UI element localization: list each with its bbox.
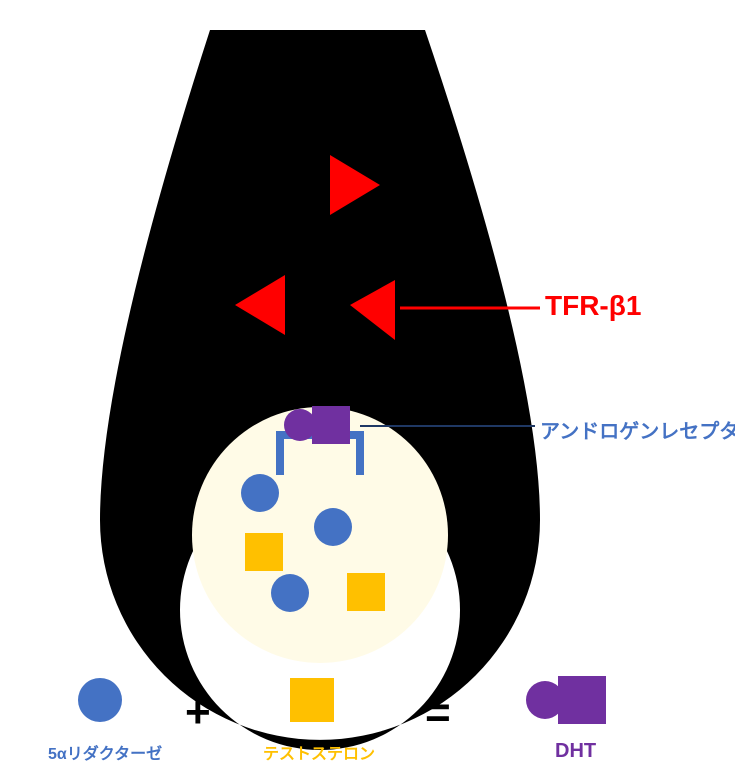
cell-5alpha-1 [314, 508, 352, 546]
cell-5alpha-2 [271, 574, 309, 612]
dht-in-receptor-circle [284, 409, 316, 441]
cell-testosterone-1 [347, 573, 385, 611]
legend-icon-0 [78, 678, 122, 722]
legend-testosterone-label: テストステロン [263, 740, 375, 764]
legend-dht-label: DHT [555, 740, 596, 763]
diagram-stage: TFR-β1 アンドロゲンレセプター 5αリダクターゼ テストステロン DHT … [0, 0, 735, 758]
legend-equals: = [425, 688, 451, 738]
tfr-label: TFR-β1 [545, 290, 641, 322]
cell-5alpha-0 [241, 474, 279, 512]
dht-in-receptor-square [312, 406, 350, 444]
legend-icon-1 [290, 678, 334, 722]
legend-dht-square [558, 676, 606, 724]
legend-5alpha-label: 5αリダクターゼ [48, 740, 162, 764]
legend-plus: + [185, 688, 211, 738]
diagram-svg [0, 0, 735, 758]
cell-testosterone-0 [245, 533, 283, 571]
androgen-receptor-label: アンドロゲンレセプター [540, 415, 735, 444]
